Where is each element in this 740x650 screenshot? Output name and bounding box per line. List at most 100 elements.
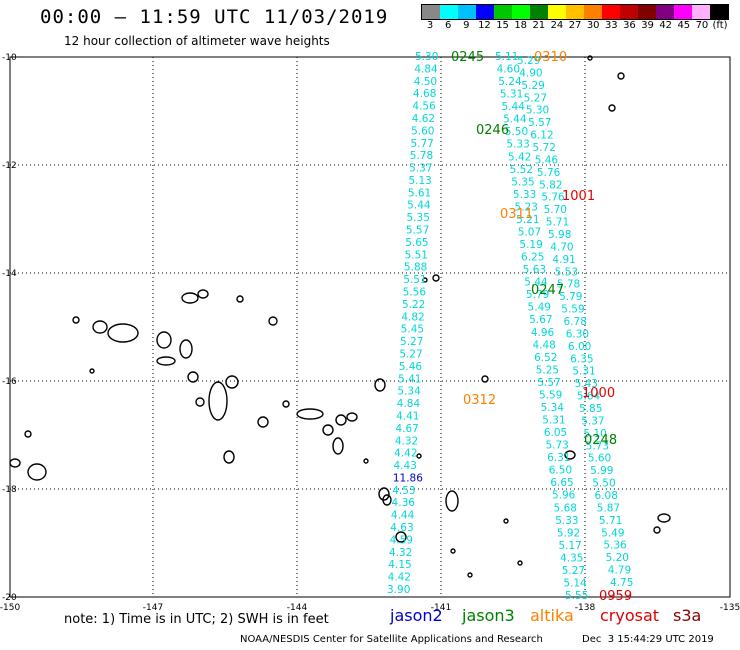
scale-swatch [530,5,548,19]
track-b-value: 5.92 [557,527,580,539]
track-c-value: 5.37 [581,415,604,427]
pass-time-label: 0959 [599,589,632,604]
pass-time-label: 0245 [451,50,484,65]
island-outline [9,458,21,468]
lat-label: -12 [2,161,17,171]
track-b-value: 6.05 [544,427,567,439]
island-outline [181,292,199,304]
scale-label: 12 [478,20,491,31]
lon-label: -147 [143,603,163,613]
scale-label: 9 [463,20,470,31]
island-outline [416,453,422,459]
satellite-tracks: 5.304.844.504.684.564.625.605.775.785.37… [387,51,633,602]
island-outline [395,531,407,543]
track-c-value: 5.82 [539,179,562,191]
track-b-value: 5.35 [511,176,534,188]
track-a-value: 4.42 [388,572,411,584]
pass-time-label: 1000 [582,386,615,401]
track-b-value: 5.79 [526,289,549,301]
scale-label: (ft) [712,20,728,31]
lon-label: -138 [575,603,596,613]
track-b-value: 5.24 [498,76,522,88]
track-a-value: 4.32 [395,435,418,447]
track-c-value: 4.75 [610,577,633,589]
island-outline [374,378,386,392]
track-c-value: 5.78 [557,279,580,291]
track-a-value: 5.13 [408,175,431,187]
island-outline [197,289,209,299]
track-a-value: 5.78 [410,150,433,162]
island-outline [445,490,459,512]
legend-item-altika: altika [530,606,574,625]
track-a-value: 5.37 [409,163,432,175]
scale-swatch [692,5,710,19]
track-c-value: 5.64 [577,391,601,403]
track-c-value: 4.70 [550,241,573,253]
track-b-value: 5.23 [515,201,538,213]
island-outline [187,371,199,383]
track-a-value: 4.82 [401,311,424,323]
lat-label: -20 [2,593,17,603]
track-b-value: 4.60 [497,64,520,76]
track-a-value: 3.90 [387,584,410,596]
track-b-value: 5.27 [562,565,585,577]
track-c-value: 5.59 [561,304,584,316]
track-b-value: 5.59 [539,389,562,401]
track-c-value: 6.78 [564,316,587,328]
track-b-value: 5.33 [555,515,578,527]
island-outline [432,274,440,282]
scale-swatch [512,5,530,19]
island-outline [282,400,290,408]
track-c-value: 6.00 [568,341,591,353]
track-c-value: 5.70 [544,204,567,216]
track-b-value: 5.44 [502,101,526,113]
island-outline [608,104,616,112]
track-b-value: 5.33 [506,139,529,151]
track-a-value: 4.41 [396,410,419,422]
track-c-value: 5.76 [541,192,565,204]
track-c-value: 6.12 [530,130,553,142]
track-c-value: 4.91 [552,254,575,266]
scale-label: 6 [445,20,452,31]
track-b-value: 5.34 [541,402,565,414]
scale-label: 18 [514,20,528,31]
track-b-value: 5.11 [495,51,518,63]
track-a-value: 4.84 [397,398,421,410]
track-b-value: 5.19 [519,239,542,251]
island-outline [225,375,239,389]
island-outline [27,463,47,481]
track-a-value: 4.59 [390,534,413,546]
island-outline [450,548,456,554]
track-c-value: 5.29 [521,80,544,92]
pass-time-label: 0311 [500,207,533,222]
scale-label: 42 [659,20,673,31]
scale-label: 15 [496,20,509,31]
footer-note: note: 1) Time is in UTC; 2) SWH is in fe… [64,612,329,627]
track-a-value: 5.61 [408,187,431,199]
scale-label: 70 [695,20,709,31]
island-outline [72,316,80,324]
track-b-value: 5.17 [558,540,581,552]
track-b-value: 4.96 [531,327,555,339]
track-c-value: 6.08 [595,490,618,502]
island-outline [268,316,278,326]
track-c-value: 5.50 [592,478,615,490]
legend-item-jason3: jason3 [462,606,515,625]
scale-swatch [710,5,728,19]
track-b-value: 5.25 [536,364,559,376]
scale-swatch [458,5,476,19]
credit: NOAA/NESDIS Center for Satellite Applica… [240,634,543,645]
track-a-value: 5.51 [403,274,426,286]
track-a-value: 4.43 [394,460,417,472]
track-a-value: 4.62 [412,113,435,125]
track-b-value: 6.52 [534,352,557,364]
track-b-value: 4.48 [532,339,555,351]
pass-time-label: 0248 [584,433,617,448]
track-a-value: 4.63 [390,522,413,534]
track-b-value: 6.50 [549,465,572,477]
lat-label: -14 [2,269,17,279]
island-outline [107,323,139,343]
color-scale-swatches [421,4,729,20]
track-b-value: 5.14 [563,577,587,589]
